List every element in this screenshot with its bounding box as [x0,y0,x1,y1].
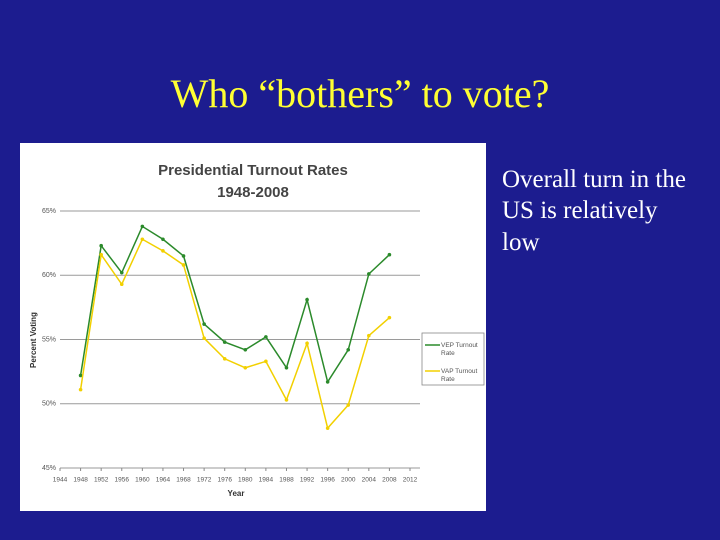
data-point [99,243,103,248]
y-tick-label: 55% [42,336,56,343]
series-line [79,225,390,384]
data-point [202,336,206,341]
data-point [161,237,165,242]
data-point [264,359,268,364]
chart-background [20,143,486,511]
y-axis-label: Percent Voting [29,312,38,368]
data-point [325,380,330,384]
series-line [79,238,390,430]
data-point [202,322,206,326]
data-point [119,270,124,275]
data-point [181,263,186,267]
legend-label: VEP Turnout Rate [441,342,478,357]
data-point [243,347,248,352]
data-point [78,387,83,392]
data-point [243,365,248,370]
x-tick-label: 1988 [279,477,294,484]
x-axis-label: Year [228,489,245,498]
data-point [387,315,392,320]
x-tick-label: 2004 [362,477,377,484]
chart-title: Presidential Turnout Rates [158,162,348,179]
data-point [367,333,371,338]
x-tick-label: 1980 [238,477,253,484]
data-point [181,254,186,258]
data-point [305,341,309,346]
data-point [367,272,371,276]
legend-box [421,332,485,386]
chart-subtitle: 1948-2008 [217,184,289,201]
x-tick-label: 1948 [73,477,88,484]
x-tick-label: 1972 [197,477,212,484]
data-point [284,398,289,402]
x-tick-label: 2008 [382,477,397,484]
x-tick-label: 1944 [53,477,68,484]
y-tick-label: 60% [42,272,56,279]
x-tick-label: 1964 [156,477,171,484]
data-point [140,224,145,229]
data-point [387,252,392,257]
x-tick-label: 1952 [94,477,109,484]
x-tick-label: 1968 [176,477,191,484]
data-point [264,335,268,339]
legend-label: VAP Turnout Rate [441,368,477,383]
slide-title: Who “bothers” to vote? [170,71,550,116]
data-point [284,365,289,370]
data-point [222,340,227,344]
data-point [161,249,165,253]
x-tick-label: 1976 [217,477,232,484]
data-point [346,347,351,352]
x-tick-label: 2012 [403,477,418,484]
y-tick-label: 50% [42,401,56,408]
x-tick-label: 1996 [320,477,335,484]
y-tick-label: 65% [42,208,56,215]
x-tick-label: 1992 [300,477,315,484]
data-point [305,297,309,302]
x-tick-label: 1984 [259,477,274,484]
data-point [119,282,124,287]
x-tick-label: 1956 [115,477,130,484]
data-point [140,237,145,242]
x-tick-label: 1960 [135,477,150,484]
y-tick-label: 45% [42,465,56,472]
data-point [325,426,330,430]
data-point [99,252,103,257]
slide-body: Overall turn in the US is relatively low [502,166,686,256]
data-point [78,373,83,378]
data-point [346,403,351,407]
data-point [222,356,227,361]
x-tick-label: 2000 [341,477,356,484]
